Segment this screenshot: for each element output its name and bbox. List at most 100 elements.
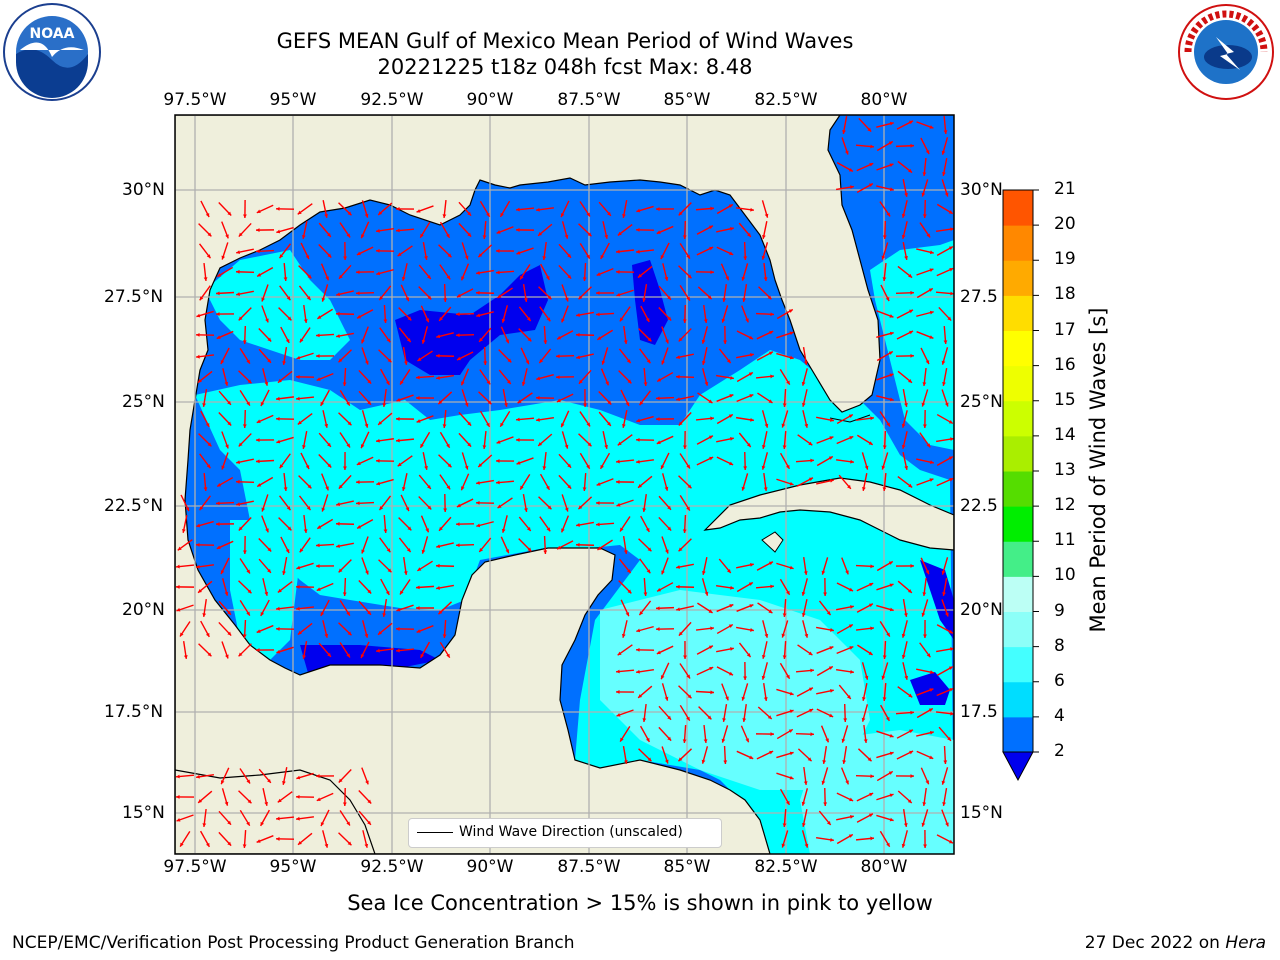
wind-wave-arrow xyxy=(355,501,375,506)
wind-wave-arrow xyxy=(256,204,274,214)
wind-wave-arrow xyxy=(419,431,431,449)
wind-wave-arrow xyxy=(380,578,390,596)
wind-wave-arrow xyxy=(335,521,355,526)
wind-wave-arrow xyxy=(943,745,948,765)
wind-wave-arrow xyxy=(856,792,874,802)
wind-wave-arrow xyxy=(602,431,609,449)
wind-wave-arrow xyxy=(880,704,890,722)
wind-wave-arrows xyxy=(175,115,954,849)
wind-wave-arrow xyxy=(438,306,452,322)
wind-wave-arrow xyxy=(735,416,755,422)
wind-wave-arrow xyxy=(619,726,631,742)
wind-wave-arrow xyxy=(415,375,435,380)
wind-wave-arrow xyxy=(418,496,432,510)
wind-wave-arrow xyxy=(558,243,572,259)
wind-wave-arrow xyxy=(782,430,787,450)
wind-wave-arrow xyxy=(343,451,347,471)
wind-wave-arrow xyxy=(622,535,628,555)
wind-wave-arrow xyxy=(475,479,495,485)
wind-wave-arrow xyxy=(661,326,669,344)
wind-wave-arrow xyxy=(675,374,695,379)
wind-wave-arrow xyxy=(635,249,655,254)
wind-wave-arrow xyxy=(479,369,491,385)
colorbar-tick-label: 8 xyxy=(1054,635,1065,656)
wind-wave-arrow xyxy=(220,767,230,785)
wind-wave-arrow xyxy=(203,472,208,492)
wind-wave-arrow xyxy=(838,474,852,490)
wind-wave-arrow xyxy=(555,354,575,359)
wind-wave-arrow xyxy=(876,793,894,801)
wind-wave-arrow xyxy=(518,516,532,532)
wind-wave-arrow xyxy=(743,451,748,471)
wind-wave-arrow xyxy=(876,814,894,822)
lon-label-bottom: 95°W xyxy=(269,857,317,877)
wind-wave-arrow xyxy=(776,308,794,320)
wind-wave-arrow xyxy=(216,476,234,488)
wind-wave-arrow xyxy=(258,768,272,784)
wind-wave-arrow xyxy=(242,325,247,345)
wind-wave-arrow xyxy=(200,200,210,218)
colorbar xyxy=(1002,189,1039,782)
wind-wave-arrow xyxy=(640,305,650,323)
wind-wave-arrow xyxy=(596,478,614,486)
wind-wave-arrow xyxy=(763,682,768,702)
wind-wave-arrow xyxy=(335,311,355,316)
wind-wave-arrow xyxy=(678,411,692,427)
wind-wave-arrow xyxy=(617,644,633,656)
wind-wave-arrow xyxy=(776,331,794,339)
wind-wave-arrow xyxy=(916,310,934,317)
wind-wave-arrow xyxy=(695,626,715,631)
wind-wave-arrow xyxy=(695,416,715,421)
wind-wave-arrow xyxy=(836,792,854,802)
wind-wave-arrow xyxy=(415,585,435,590)
wind-wave-arrow xyxy=(637,475,653,489)
wind-wave-arrow xyxy=(261,305,269,323)
colorbar-band xyxy=(1003,260,1033,296)
wind-wave-arrow xyxy=(378,285,392,301)
wind-wave-arrow xyxy=(679,243,691,259)
wind-wave-arrow xyxy=(379,327,391,343)
wind-wave-arrow xyxy=(876,121,894,128)
wind-wave-arrow xyxy=(801,830,809,848)
wind-wave-arrow xyxy=(239,768,251,784)
wind-wave-arrow xyxy=(639,725,651,743)
wind-wave-arrow xyxy=(942,788,948,806)
lat-label-left: 20°N xyxy=(122,600,165,620)
wind-wave-arrow xyxy=(779,578,791,596)
wind-wave-arrow xyxy=(216,266,234,278)
wind-wave-arrow xyxy=(236,290,254,296)
wind-wave-arrow xyxy=(595,291,615,295)
wind-wave-arrow xyxy=(476,311,494,318)
wind-wave-arrow xyxy=(943,325,948,345)
wind-wave-arrow xyxy=(182,640,188,660)
wind-wave-arrow xyxy=(258,348,272,364)
wind-wave-arrow xyxy=(636,205,654,213)
wind-wave-arrow xyxy=(542,241,547,261)
colorbar-tick-label: 12 xyxy=(1054,495,1076,516)
wind-wave-arrow xyxy=(842,116,848,134)
wind-wave-arrow xyxy=(196,310,214,318)
colorbar-extend-arrow xyxy=(1002,751,1034,782)
wind-wave-arrow xyxy=(261,494,269,512)
wind-wave-arrow xyxy=(318,454,332,468)
wind-wave-arrow xyxy=(295,794,315,799)
wind-wave-arrow xyxy=(923,829,927,849)
wind-wave-arrow xyxy=(521,368,528,386)
wind-wave-arrow xyxy=(199,285,211,301)
wind-wave-arrow xyxy=(256,414,274,424)
colorbar-band xyxy=(1003,681,1033,718)
wind-wave-arrow xyxy=(801,578,808,596)
wind-wave-arrow xyxy=(882,640,887,660)
wind-wave-arrow xyxy=(842,745,848,765)
wind-wave-arrow xyxy=(697,602,713,614)
wind-wave-arrow xyxy=(723,745,728,765)
wind-wave-arrow xyxy=(857,644,873,656)
wind-wave-arrow xyxy=(616,289,634,297)
wind-wave-arrow xyxy=(701,347,708,365)
wind-wave-arrow xyxy=(195,564,215,569)
wind-wave-arrow xyxy=(242,535,247,555)
wind-wave-arrow xyxy=(535,395,555,400)
wind-wave-arrow xyxy=(321,473,329,491)
wind-wave-arrow xyxy=(303,514,308,534)
wind-wave-arrow xyxy=(897,160,913,174)
